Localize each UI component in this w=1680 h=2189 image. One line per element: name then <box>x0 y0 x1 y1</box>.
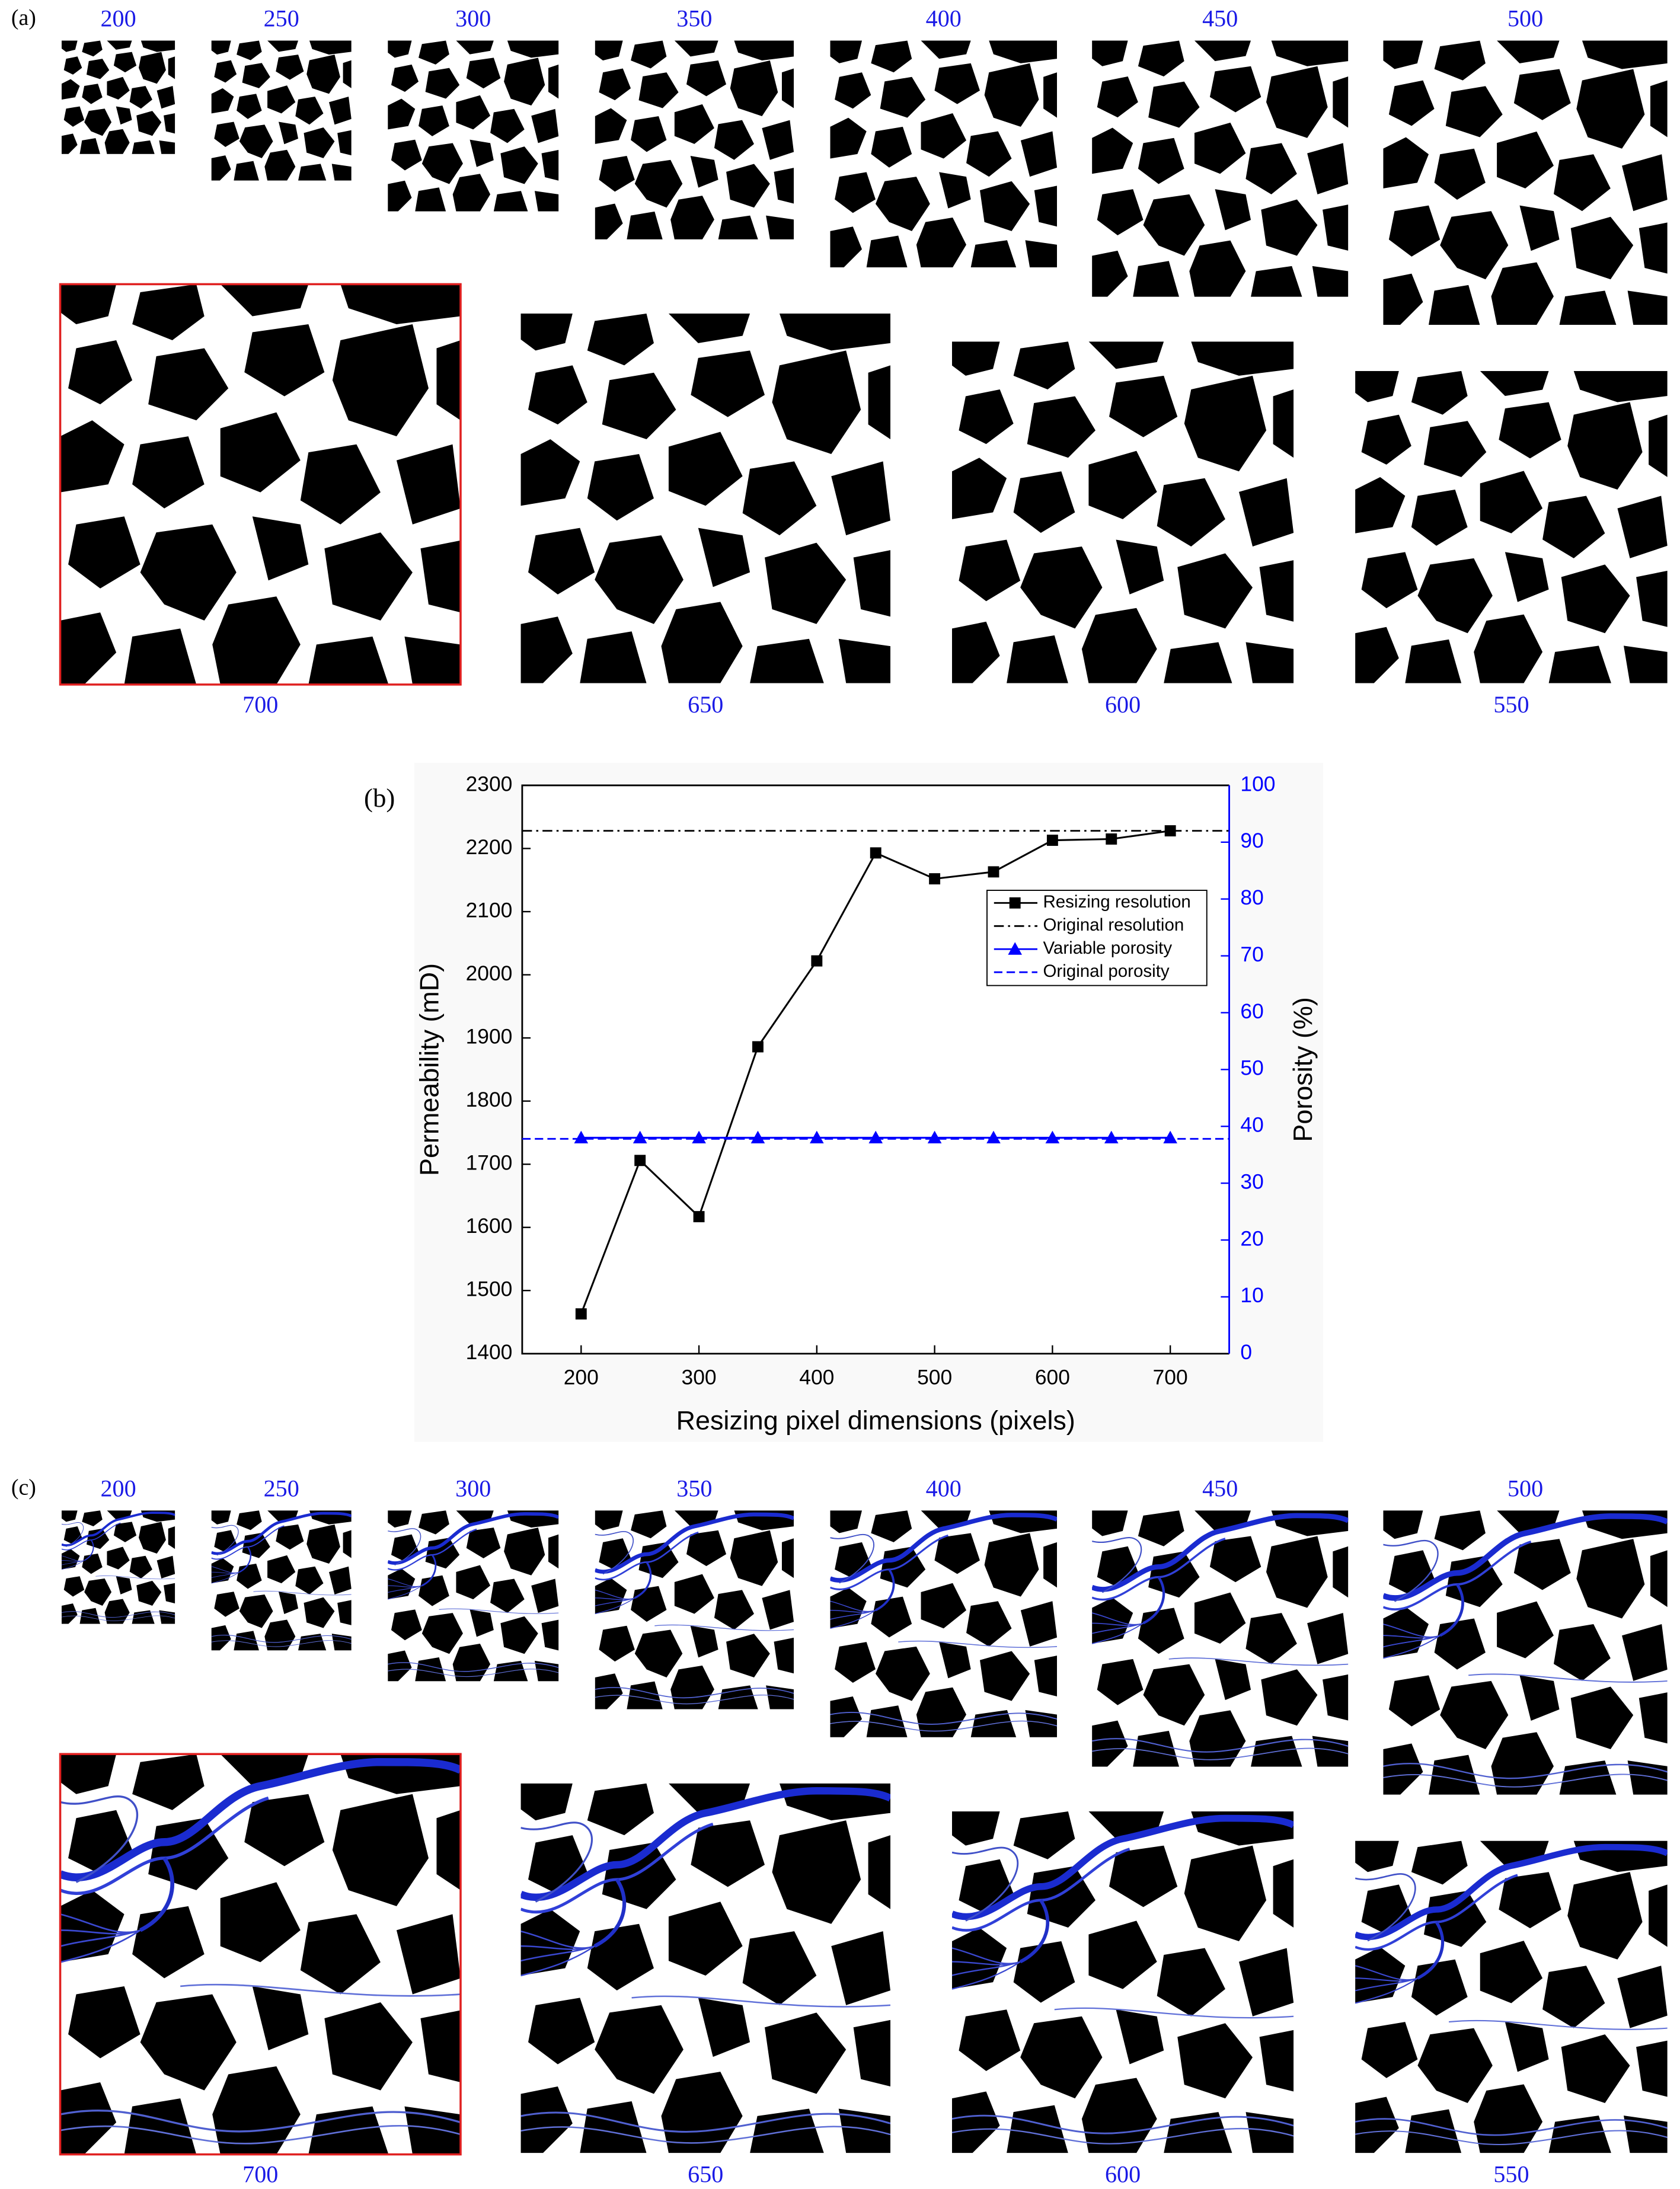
y2-tick-label: 70 <box>1240 942 1263 966</box>
marker <box>1046 835 1058 846</box>
image-label: 450 <box>1202 5 1238 32</box>
highlight-border <box>59 1753 462 2156</box>
marker <box>752 1041 764 1053</box>
axis-frame <box>521 784 1229 1355</box>
marker <box>1106 833 1117 845</box>
y-tick-label: 2300 <box>466 772 513 795</box>
image-label: 400 <box>926 1475 962 1501</box>
x-tick-label: 200 <box>564 1366 599 1389</box>
image-label: 500 <box>1507 5 1543 32</box>
marker <box>1009 897 1021 909</box>
marker <box>929 873 941 885</box>
marker <box>811 955 823 967</box>
image-label: 700 <box>242 2161 278 2188</box>
x-tick-label: 500 <box>917 1366 952 1389</box>
y2-tick-label: 50 <box>1240 1056 1263 1080</box>
marker <box>1104 1130 1119 1143</box>
y2-tick-label: 80 <box>1240 886 1263 909</box>
panel-label: (c) <box>11 1475 36 1500</box>
y2-tick-label: 60 <box>1240 999 1263 1023</box>
marker <box>633 1130 647 1143</box>
y-tick-label: 1600 <box>466 1214 513 1238</box>
image-label: 600 <box>1105 2161 1141 2188</box>
y2-tick-label: 100 <box>1240 772 1275 795</box>
panel-label: (b) <box>364 783 395 813</box>
image-label: 400 <box>926 5 962 32</box>
highlight-border <box>59 283 462 686</box>
y-tick-label: 2200 <box>466 835 513 859</box>
marker <box>693 1211 705 1223</box>
marker <box>1008 942 1023 955</box>
y2-tick-label: 20 <box>1240 1226 1263 1250</box>
image-label: 550 <box>1493 2161 1529 2188</box>
image-label: 200 <box>100 5 136 32</box>
y-tick-label: 1800 <box>466 1088 513 1111</box>
y-tick-label: 1900 <box>466 1024 513 1048</box>
y2-tick-label: 90 <box>1240 829 1263 852</box>
y2-axis-title: Porosity (%) <box>1288 997 1318 1142</box>
marker <box>988 866 999 878</box>
image-label: 300 <box>455 5 491 32</box>
image-label: 250 <box>264 1475 299 1501</box>
image-label: 650 <box>688 2161 723 2188</box>
chart: 1400150016001700180019002000210022002300… <box>414 772 1318 1435</box>
x-axis-title: Resizing pixel dimensions (pixels) <box>676 1405 1075 1435</box>
legend-label: Original resolution <box>1043 915 1184 935</box>
legend-box <box>986 890 1208 986</box>
y2-tick-label: 0 <box>1240 1340 1252 1364</box>
x-tick-label: 300 <box>682 1366 717 1389</box>
marker <box>810 1130 824 1143</box>
y-tick-label: 2100 <box>466 898 513 922</box>
y-tick-label: 2000 <box>466 961 513 985</box>
plot-area <box>522 785 1229 1354</box>
marker <box>1045 1130 1060 1143</box>
marker <box>986 1130 1001 1143</box>
x-tick-label: 400 <box>799 1366 834 1389</box>
image-label: 600 <box>1105 691 1141 718</box>
image-label: 450 <box>1202 1475 1238 1501</box>
y2-tick-label: 40 <box>1240 1113 1263 1137</box>
image-label: 650 <box>688 691 723 718</box>
y-axis-title: Permeability (mD) <box>414 963 444 1176</box>
marker <box>870 847 881 859</box>
panel-label: (a) <box>11 5 36 30</box>
x-tick-label: 700 <box>1153 1366 1188 1389</box>
image-label: 250 <box>264 5 299 32</box>
image-label: 350 <box>676 5 712 32</box>
image-label: 700 <box>242 691 278 718</box>
image-label: 500 <box>1507 1475 1543 1501</box>
marker <box>927 1130 942 1143</box>
marker <box>692 1130 706 1143</box>
marker <box>868 1130 883 1143</box>
y-tick-label: 1500 <box>466 1277 513 1301</box>
marker <box>750 1130 765 1143</box>
legend-label: Variable porosity <box>1043 938 1172 958</box>
image-label: 350 <box>676 1475 712 1501</box>
image-label: 200 <box>100 1475 136 1501</box>
marker <box>1163 1130 1177 1143</box>
y2-tick-label: 10 <box>1240 1283 1263 1307</box>
marker <box>574 1130 589 1143</box>
marker <box>1164 825 1176 837</box>
image-label: 550 <box>1493 691 1529 718</box>
y-tick-label: 1400 <box>466 1340 513 1364</box>
x-tick-label: 600 <box>1035 1366 1070 1389</box>
legend-label: Original porosity <box>1043 961 1169 981</box>
marker <box>634 1155 646 1167</box>
y-tick-label: 1700 <box>466 1151 513 1175</box>
marker <box>575 1308 587 1320</box>
image-label: 300 <box>455 1475 491 1501</box>
legend-label: Resizing resolution <box>1043 892 1190 912</box>
y2-tick-label: 30 <box>1240 1169 1263 1193</box>
